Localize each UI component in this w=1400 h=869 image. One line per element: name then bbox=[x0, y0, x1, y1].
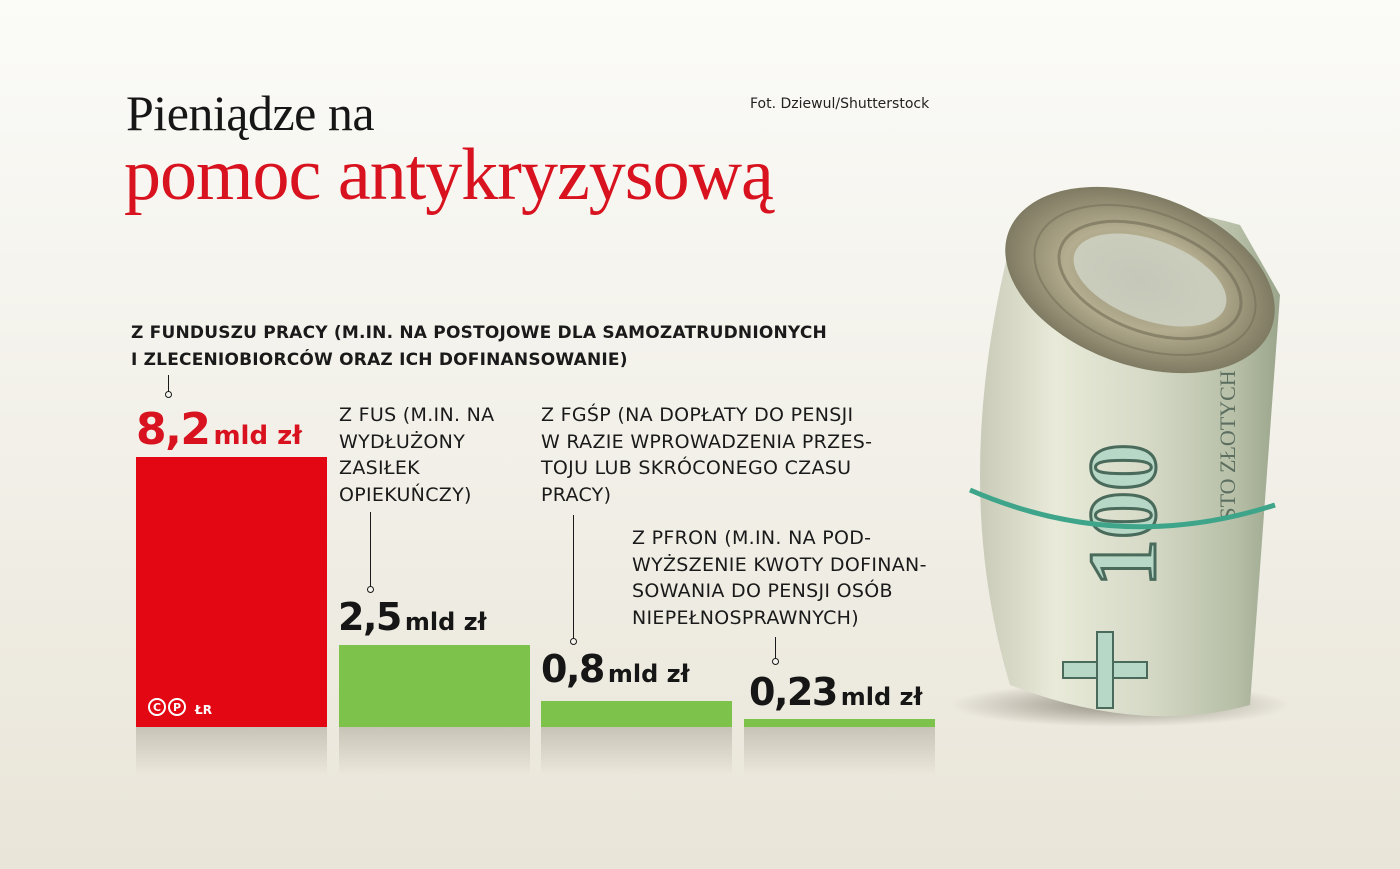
copyright-p-icon: P bbox=[168, 698, 186, 716]
bar-pfron bbox=[744, 719, 935, 727]
roll-layer-line bbox=[1057, 219, 1243, 341]
banknote-denomination: 100 bbox=[1069, 443, 1176, 587]
banknote-text: STO ZŁOTYCH bbox=[1215, 370, 1240, 519]
category-label-fgsp: Z FGŚP (NA DOPŁATY DO PENSJI W RAZIE WPR… bbox=[541, 404, 873, 506]
value-number: 2,5 bbox=[338, 595, 402, 639]
value-label-fus: 2,5 mld zł bbox=[338, 598, 486, 636]
value-unit: mld zł bbox=[404, 608, 487, 636]
leader-line-fundusz-pracy bbox=[168, 375, 169, 393]
money-roll-image: 100 STO ZŁOTYCH bbox=[950, 186, 1290, 727]
category-label-pfron: Z PFRON (M.IN. NA POD- WYŻSZENIE KWOTY D… bbox=[632, 527, 927, 629]
roll-layer-line bbox=[1033, 203, 1257, 357]
roll-core bbox=[1073, 233, 1227, 327]
value-unit: mld zł bbox=[607, 660, 690, 688]
leader-line-fus bbox=[370, 512, 371, 587]
photo-credit: Fot. Dziewul/Shutterstock bbox=[750, 96, 930, 112]
copyright-logo: C P bbox=[148, 697, 186, 717]
bar-reflection bbox=[541, 727, 732, 775]
value-number: 0,23 bbox=[749, 670, 838, 714]
banknote-cross-icon bbox=[1062, 631, 1148, 709]
bar-reflection bbox=[339, 727, 530, 775]
value-number: 8,2 bbox=[136, 404, 211, 455]
value-label-pfron: 0,23 mld zł bbox=[749, 673, 922, 711]
category-label-fundusz-pracy: Z FUNDUSZU PRACY (M.IN. NA POSTOJOWE DLA… bbox=[131, 323, 827, 370]
leader-line-pfron bbox=[775, 637, 776, 659]
leader-line-fgsp bbox=[573, 515, 574, 639]
chart-title-line2: pomoc antykryzysową bbox=[124, 134, 774, 216]
category-label-fus: Z FUS (M.IN. NA WYDŁUŻONY ZASIŁEK OPIEKU… bbox=[339, 404, 495, 506]
leader-dot-pfron bbox=[772, 658, 779, 665]
value-label-fundusz-pracy: 8,2 mld zł bbox=[136, 408, 302, 452]
chart-title-line1: Pieniądze na bbox=[126, 85, 375, 141]
rubber-band bbox=[969, 487, 1276, 530]
value-number: 0,8 bbox=[541, 647, 605, 691]
copyright-c-icon: C bbox=[148, 698, 166, 716]
bar-fus bbox=[339, 644, 530, 727]
leader-dot-fundusz-pracy bbox=[165, 391, 172, 398]
bar-fgsp bbox=[541, 700, 732, 727]
bar-reflection bbox=[744, 727, 935, 775]
value-unit: mld zł bbox=[840, 683, 923, 711]
leader-dot-fgsp bbox=[570, 638, 577, 645]
bar-fundusz-pracy bbox=[136, 457, 327, 727]
bar-reflection bbox=[136, 727, 327, 775]
value-unit: mld zł bbox=[213, 421, 302, 451]
author-initials: ŁR bbox=[195, 703, 212, 717]
leader-dot-fus bbox=[367, 586, 374, 593]
value-label-fgsp: 0,8 mld zł bbox=[541, 650, 689, 688]
